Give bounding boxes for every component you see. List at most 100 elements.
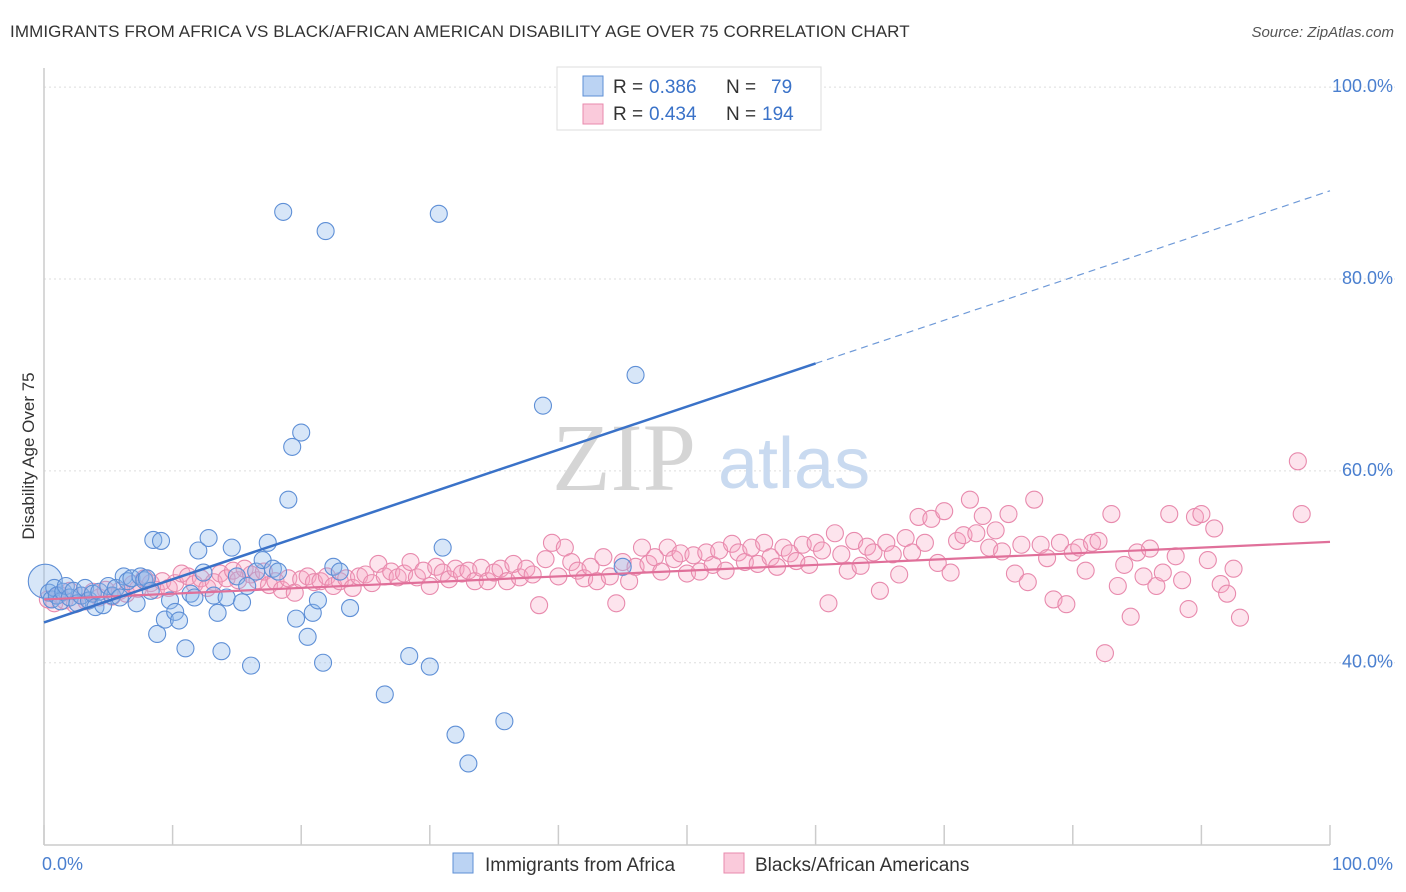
point-blue-76 xyxy=(459,754,478,773)
point-blue-37 xyxy=(176,639,195,658)
legend-n-value-2: 194 xyxy=(762,104,794,125)
point-pink-175 xyxy=(1153,563,1172,582)
point-blue-73 xyxy=(429,204,448,223)
point-blue-32 xyxy=(151,531,171,550)
point-pink-138 xyxy=(915,533,934,552)
point-pink-151 xyxy=(999,505,1018,524)
series-legend-label-pink: Blacks/African Americans xyxy=(755,855,969,876)
point-blue-68 xyxy=(330,562,349,581)
point-pink-117 xyxy=(780,544,799,563)
point-pink-182 xyxy=(1198,551,1217,570)
point-pink-187 xyxy=(1230,608,1250,627)
y-tick-label-40: 40.0% xyxy=(1342,652,1393,672)
trend-line-immigrants-from-africa xyxy=(43,362,816,624)
point-pink-94 xyxy=(632,538,652,557)
point-pink-157 xyxy=(1038,549,1057,568)
point-blue-61 xyxy=(292,423,311,442)
legend-n-value-1: 79 xyxy=(771,77,792,98)
point-blue-56 xyxy=(269,562,288,581)
legend-swatch-pink xyxy=(582,103,604,125)
point-pink-147 xyxy=(973,506,992,526)
point-blue-47 xyxy=(222,538,241,557)
trend-line-extension xyxy=(815,190,1331,365)
series-legend: Immigrants from Africa Blacks/African Am… xyxy=(452,852,969,876)
point-pink-134 xyxy=(890,565,909,584)
point-pink-124 xyxy=(825,524,844,543)
y-tick-label-80: 80.0% xyxy=(1342,268,1393,288)
point-pink-142 xyxy=(941,563,960,582)
point-pink-168 xyxy=(1108,576,1127,596)
y-tick-labels: 40.0% 60.0% 80.0% 100.0% xyxy=(1332,76,1393,672)
y-axis-label: Disability Age Over 75 xyxy=(19,372,38,539)
point-pink-179 xyxy=(1179,599,1198,619)
point-blue-30 xyxy=(144,530,163,550)
point-pink-78 xyxy=(530,596,549,615)
x-tick-label-min: 0.0% xyxy=(42,854,83,874)
chart-source: Source: ZipAtlas.com xyxy=(1251,24,1394,41)
point-blue-80 xyxy=(626,365,645,385)
point-pink-107 xyxy=(716,561,735,580)
point-blue-72 xyxy=(420,657,439,676)
point-blue-77 xyxy=(495,712,514,731)
legend-r-label-2: R = xyxy=(613,104,643,125)
point-blue-78 xyxy=(533,396,553,415)
series-legend-swatch-pink xyxy=(723,852,745,874)
point-blue-18 xyxy=(99,576,118,596)
point-pink-130 xyxy=(864,543,883,562)
point-pink-141 xyxy=(935,502,954,521)
x-ticks xyxy=(43,825,1331,845)
point-blue-49 xyxy=(232,593,252,612)
point-blue-70 xyxy=(375,685,394,704)
point-pink-186 xyxy=(1224,559,1243,578)
point-blue-59 xyxy=(283,437,302,456)
point-pink-149 xyxy=(986,521,1005,540)
point-blue-71 xyxy=(400,646,419,666)
point-blue-60 xyxy=(287,609,306,628)
point-pink-183 xyxy=(1205,519,1224,538)
legend-r-value-2: 0.434 xyxy=(649,104,697,125)
point-pink-172 xyxy=(1134,567,1153,586)
point-pink-166 xyxy=(1095,644,1114,663)
point-blue-66 xyxy=(316,222,335,241)
point-blue-25 xyxy=(127,594,146,613)
watermark-zip: ZIP xyxy=(552,404,696,511)
point-blue-0 xyxy=(27,563,63,599)
point-pink-159 xyxy=(1050,533,1069,552)
point-pink-128 xyxy=(851,556,870,575)
point-blue-79 xyxy=(613,557,632,576)
point-pink-177 xyxy=(1166,547,1185,566)
series-immigrants-from-africa xyxy=(27,202,645,773)
point-pink-154 xyxy=(1018,573,1037,592)
point-pink-123 xyxy=(819,594,838,613)
point-pink-189 xyxy=(1292,505,1311,524)
point-pink-153 xyxy=(1012,535,1031,554)
point-pink-122 xyxy=(812,541,832,560)
point-pink-88 xyxy=(594,548,613,567)
series-legend-label-blue: Immigrants from Africa xyxy=(485,855,675,876)
point-pink-160 xyxy=(1057,595,1076,614)
y-tick-label-60: 60.0% xyxy=(1342,460,1393,480)
point-pink-77 xyxy=(523,565,542,584)
point-blue-44 xyxy=(208,603,227,622)
watermark-atlas: atlas xyxy=(718,424,870,504)
point-blue-36 xyxy=(169,611,189,630)
legend-n-label-1: N = xyxy=(726,77,756,98)
point-blue-55 xyxy=(263,559,282,578)
point-blue-35 xyxy=(166,602,185,621)
point-pink-145 xyxy=(960,490,979,509)
point-blue-75 xyxy=(446,725,465,744)
grid-layer xyxy=(44,86,1395,664)
point-pink-49 xyxy=(343,578,362,597)
point-blue-69 xyxy=(341,599,360,618)
chart-title: IMMIGRANTS FROM AFRICA VS BLACK/AFRICAN … xyxy=(10,22,910,41)
point-pink-90 xyxy=(607,594,626,613)
point-blue-51 xyxy=(241,656,261,675)
point-pink-181 xyxy=(1192,505,1211,524)
point-pink-61 xyxy=(420,576,439,596)
point-pink-121 xyxy=(806,533,825,552)
point-pink-170 xyxy=(1121,607,1140,626)
point-pink-167 xyxy=(1102,505,1121,524)
point-pink-164 xyxy=(1083,533,1102,552)
point-blue-34 xyxy=(160,591,180,610)
